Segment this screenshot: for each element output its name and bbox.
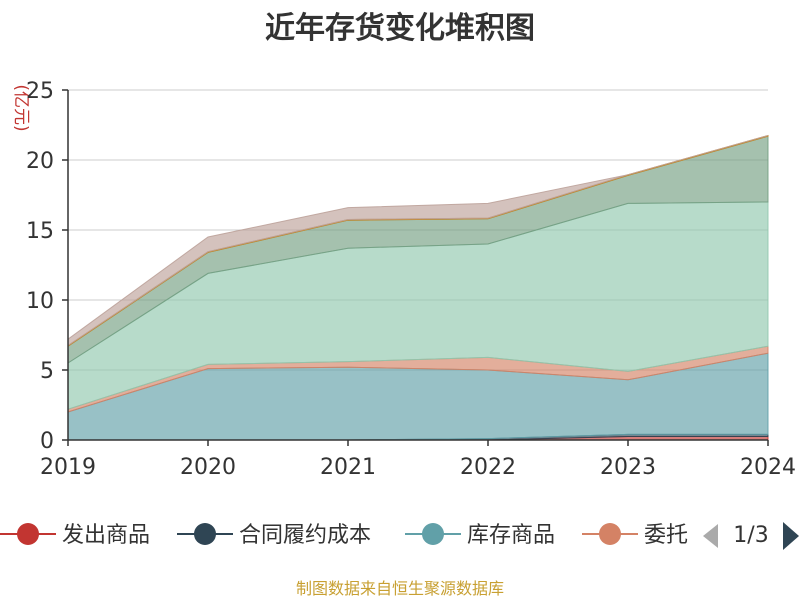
tick-labels: 0 5 10 15 20 25 2019 2020 2021 2022 2023 2024 [26,79,796,480]
legend-marker-icon [17,523,39,545]
y-tick-label-0: 0 [40,429,54,454]
legend-label: 委托 [644,523,688,548]
x-tick-label-2024: 2024 [740,455,796,480]
stacked-areas [67,134,769,441]
axes [62,89,769,446]
y-tick-label-10: 10 [26,289,54,314]
legend-item-2[interactable]: 库存商品 [405,523,555,548]
x-tick-label-2019: 2019 [40,455,96,480]
legend-item-0[interactable]: 发出商品 [0,523,150,548]
legend-item-3[interactable]: 委托 [582,523,688,548]
legend-pager: 1/3 [703,522,799,550]
legend-marker-icon [194,523,216,545]
legend-label: 合同履约成本 [239,523,371,548]
area-series-7 [67,135,769,347]
y-tick-label-20: 20 [26,149,54,174]
legend-marker-icon [422,523,444,545]
legend: 发出商品 合同履约成本 库存商品 委托 1/3 [0,522,799,550]
y-tick-label-25: 25 [26,79,54,104]
legend-label: 发出商品 [62,523,150,548]
legend-next-page-icon[interactable] [783,522,799,550]
legend-prev-page-icon[interactable] [703,524,718,548]
x-tick-label-2020: 2020 [180,455,236,480]
data-source-note: 制图数据来自恒生聚源数据库 [296,579,504,598]
x-tick-label-2021: 2021 [320,455,376,480]
legend-page-indicator: 1/3 [733,523,768,548]
chart-title: 近年存货变化堆积图 [265,11,535,46]
y-axis-unit-label: (亿元) [11,84,31,131]
x-tick-label-2023: 2023 [600,455,656,480]
x-tick-label-2022: 2022 [460,455,516,480]
legend-label: 库存商品 [467,523,555,548]
legend-marker-icon [599,523,621,545]
y-tick-label-15: 15 [26,219,54,244]
legend-item-1[interactable]: 合同履约成本 [177,523,371,548]
y-tick-label-5: 5 [40,359,54,384]
